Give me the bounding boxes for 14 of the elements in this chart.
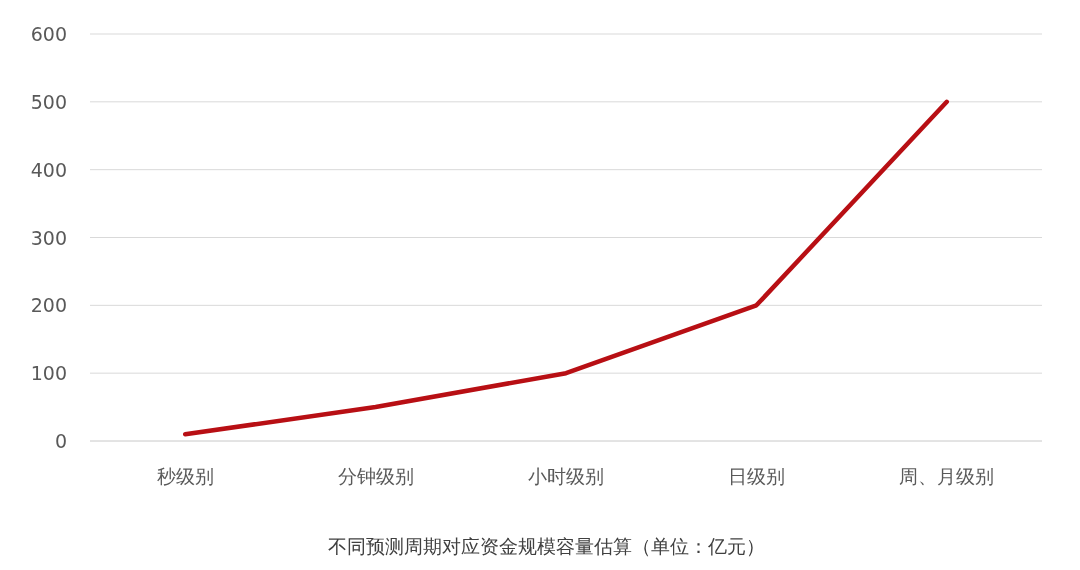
x-tick-label: 秒级别 bbox=[156, 465, 214, 487]
y-tick-label: 600 bbox=[30, 23, 67, 45]
x-tick-label: 分钟级别 bbox=[337, 465, 414, 487]
x-axis-title: 不同预测周期对应资金规模容量估算（单位：亿元） bbox=[327, 535, 765, 557]
x-tick-label: 日级别 bbox=[727, 465, 785, 487]
x-tick-label: 小时级别 bbox=[528, 465, 604, 487]
y-tick-label: 0 bbox=[54, 430, 67, 452]
x-tick-label: 周、月级别 bbox=[899, 465, 995, 487]
y-tick-label: 500 bbox=[30, 90, 67, 113]
y-tick-label: 300 bbox=[30, 226, 67, 249]
y-tick-label: 400 bbox=[30, 158, 67, 181]
y-tick-label: 100 bbox=[30, 362, 67, 385]
y-tick-label: 200 bbox=[30, 294, 67, 317]
line-series bbox=[182, 99, 950, 437]
